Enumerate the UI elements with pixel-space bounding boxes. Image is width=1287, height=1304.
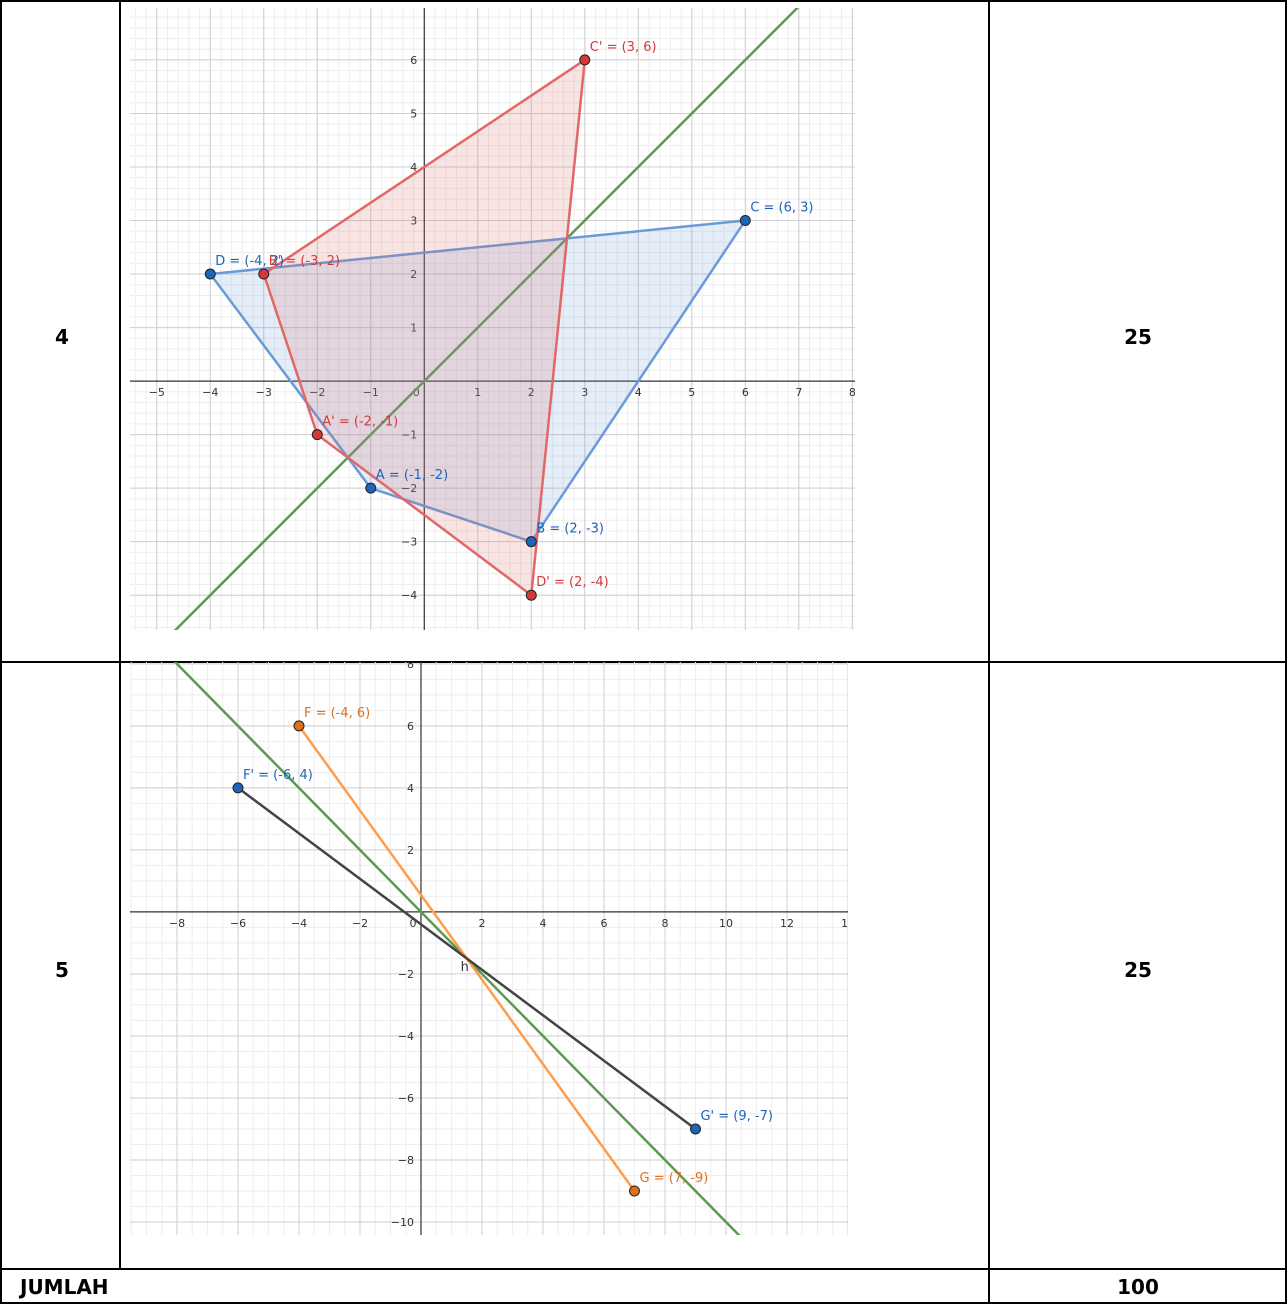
annotation: h [461,960,469,975]
y-tick-label: 2 [410,268,417,281]
x-tick-label: −8 [169,917,185,930]
y-tick-label: 3 [410,215,417,228]
x-tick-label: 7 [795,386,802,399]
border [0,0,1287,2]
x-tick-label: −4 [202,386,218,399]
x-tick-label: 2 [528,386,535,399]
x-tick-label: −3 [256,386,272,399]
x-tick-label: 4 [539,917,546,930]
point-label: F = (-4, 6) [304,706,370,721]
x-tick-label: −2 [309,386,325,399]
y-tick-label: −2 [398,968,414,981]
x-tick-label: −1 [363,386,379,399]
y-tick-label: 6 [410,54,417,67]
x-tick-label: 8 [849,386,855,399]
row-score: 25 [1124,325,1152,349]
x-tick-label: 3 [581,386,588,399]
total-label: JUMLAH [20,1275,109,1299]
point [689,1123,701,1135]
point-label: C' = (3, 6) [590,40,657,55]
segment [237,786,697,1130]
graph: −5 −4 −3 −2 −1 1 2 3 4 5 6 7 8 −4 −3 −2 −1 1 2 3 4 5 6 0 D = (-4… [130,8,855,630]
point [365,482,377,494]
row-number: 5 [55,958,69,982]
point [739,215,751,227]
border [0,661,1287,663]
point [628,1185,640,1197]
x-tick-label: −4 [291,917,307,930]
y-tick-label: −4 [401,589,417,602]
total-score: 100 [1117,1275,1159,1299]
point [525,589,537,601]
border [119,0,121,1269]
point [293,720,305,732]
x-tick-label: 8 [661,917,668,930]
y-tick-label: 4 [407,782,414,795]
y-tick-label: 1 [410,322,417,335]
x-tick-label: 2 [478,917,485,930]
line [173,8,799,630]
point [204,268,216,280]
y-tick-label: 8 [407,662,414,671]
point-label: F' = (-6, 4) [243,768,313,783]
point-label: G = (7, -9) [639,1171,708,1186]
point [525,536,537,548]
row-number: 4 [55,325,69,349]
point [258,268,270,280]
graph: −8 −6 −4 −2 2 4 6 8 10 12 14 −10 −8 −6 −4 −2 2 4 6 8 0 F = (-… [130,662,848,1235]
border [988,0,990,1304]
y-tick-label: −2 [401,482,417,495]
y-tick-label: −8 [398,1154,414,1167]
y-tick-label: −6 [398,1092,414,1105]
point-label: A' = (-2, -1) [322,415,398,430]
point-label: C = (6, 3) [750,201,813,216]
point-label: D' = (2, -4) [536,575,608,590]
point-label: G' = (9, -7) [700,1109,772,1124]
point-label: D = (-4, 2) [215,254,284,269]
y-tick-label: −1 [401,429,417,442]
x-tick-label: −6 [230,917,246,930]
border [0,0,2,1304]
x-tick-label: −2 [352,917,368,930]
x-tick-label: 6 [600,917,607,930]
point-label: A = (-1, -2) [376,468,448,483]
line [173,662,741,1235]
x-tick-label: 14 [841,917,848,930]
x-tick-label: 6 [742,386,749,399]
y-tick-label: −10 [391,1216,414,1229]
x-tick-label: 5 [688,386,695,399]
x-tick-label: 4 [635,386,642,399]
origin-label: 0 [409,917,416,930]
x-tick-label: −5 [149,386,165,399]
row-score: 25 [1124,958,1152,982]
y-tick-label: 2 [407,844,414,857]
point-label: B = (2, -3) [536,522,604,537]
border [0,1268,1287,1270]
origin-label: 0 [413,386,420,399]
y-tick-label: −3 [401,536,417,549]
x-tick-label: 10 [719,917,733,930]
point [232,782,244,794]
border [0,1302,1287,1304]
y-tick-label: 4 [410,161,417,174]
point [311,429,323,441]
y-tick-label: −4 [398,1030,414,1043]
y-tick-label: 5 [410,107,417,120]
y-tick-label: 6 [407,720,414,733]
point [579,54,591,66]
x-tick-label: 1 [474,386,481,399]
border [1285,0,1287,1304]
point-label: B' = (-3, 2) [269,254,340,269]
x-tick-label: 12 [780,917,794,930]
